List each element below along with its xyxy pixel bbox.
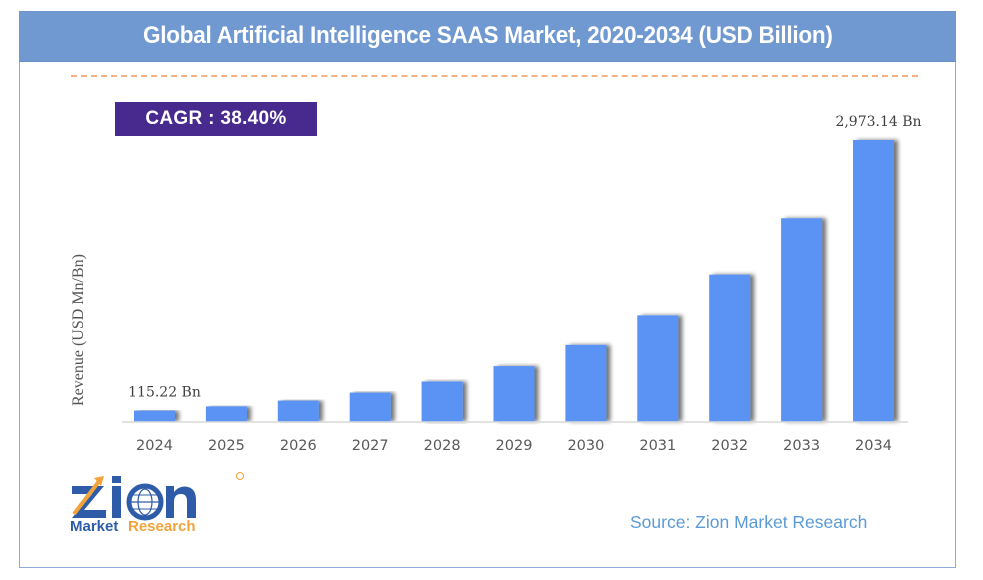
registered-icon: [236, 472, 244, 480]
x-tick-2032: 2032: [711, 438, 748, 454]
logo-i-dot: [112, 476, 121, 483]
bar-2030: [565, 344, 607, 422]
bars-group: [134, 140, 894, 422]
x-tick-2025: 2025: [208, 438, 245, 454]
data-label-2024: 115.22 Bn: [128, 385, 201, 401]
x-tick-2034: 2034: [855, 438, 892, 454]
x-tick-2030: 2030: [567, 438, 604, 454]
x-tick-2026: 2026: [280, 438, 317, 454]
bar-2031: [637, 315, 679, 422]
bar-2029: [493, 366, 535, 422]
bar-2033: [781, 218, 823, 422]
bar-2025: [205, 406, 247, 422]
x-tick-2028: 2028: [424, 438, 461, 454]
zion-logo: Market Research: [70, 472, 244, 532]
bar-2034: [853, 140, 894, 422]
dashed-divider: [71, 75, 918, 77]
globe-icon: [126, 483, 164, 521]
x-tick-2031: 2031: [639, 438, 676, 454]
title-banner: Global Artificial Intelligence SAAS Mark…: [19, 11, 956, 62]
bar-2028: [421, 381, 463, 422]
cagr-badge: CAGR : 38.40%: [115, 102, 317, 136]
bar-2024: [134, 410, 175, 422]
x-tick-labels: 2024 2025 2026 2027 2028 2029 2030 2031 2032 2033…: [136, 438, 892, 454]
chart-title: Global Artificial Intelligence SAAS Mark…: [142, 22, 833, 49]
logo-z-icon: [72, 476, 106, 518]
data-label-2034: 2,973.14 Bn: [835, 114, 921, 130]
cagr-value: 38.40%: [220, 108, 287, 129]
logo-n: [166, 486, 196, 518]
bar-2032: [709, 274, 751, 422]
x-tick-2033: 2033: [783, 438, 820, 454]
logo-research: Research: [128, 518, 196, 532]
bar-2026: [277, 400, 319, 422]
x-tick-2024: 2024: [136, 438, 173, 454]
cagr-label: CAGR :: [145, 108, 215, 129]
bar-2027: [349, 392, 391, 422]
x-tick-2029: 2029: [496, 438, 533, 454]
logo-i: [112, 486, 121, 518]
source-credit: Source: Zion Market Research: [630, 512, 868, 532]
logo-market: Market: [70, 518, 118, 532]
x-tick-2027: 2027: [352, 438, 389, 454]
data-labels: 115.22 Bn 2,973.14 Bn: [128, 114, 921, 401]
